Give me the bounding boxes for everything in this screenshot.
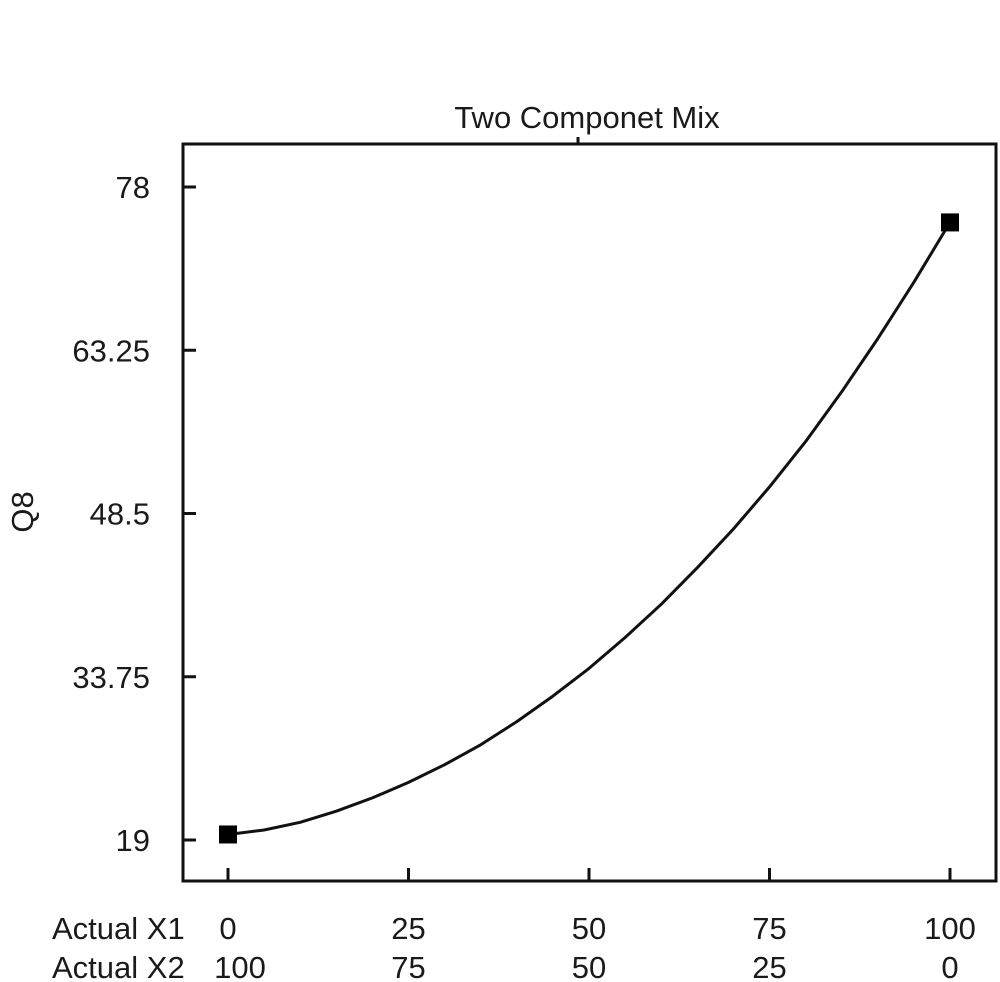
x2-tick-label: 75	[391, 950, 425, 982]
y-tick-label: 48.5	[90, 497, 150, 532]
x2-tick-label: 0	[941, 950, 958, 982]
y-tick-label: 19	[116, 823, 150, 858]
x1-tick-label: 50	[572, 911, 606, 946]
x2-tick-label: 25	[752, 950, 786, 982]
series-layer	[227, 221, 952, 836]
x1-tick-label: 25	[391, 911, 425, 946]
x1-axis-label: Actual X1	[52, 911, 185, 946]
y-axis-label: Q8	[5, 491, 40, 532]
plot-frame	[181, 142, 998, 883]
x2-tick-label: 50	[572, 950, 606, 982]
y-tick-label: 33.75	[72, 660, 150, 695]
design-points	[219, 213, 959, 844]
x1-tick-label: 75	[752, 911, 786, 946]
x2-axis-label: Actual X2	[52, 950, 185, 982]
x1-tick-label: 0	[219, 911, 236, 946]
y-tick-label: 63.25	[72, 333, 150, 368]
x1-tick-label: 100	[924, 911, 976, 946]
design-point-marker	[219, 825, 237, 844]
series-line	[227, 221, 952, 836]
y-tick-label: 78	[116, 170, 150, 205]
y-ticks: 19 33.75 48.5 63.25 78	[72, 170, 196, 858]
design-point-marker	[941, 213, 959, 232]
x2-tick-label: 100	[214, 950, 266, 982]
x-ticks: 0 25 50 75 100 100 75 50 25 0	[214, 868, 976, 982]
chart-title: Two Componet Mix	[454, 100, 720, 135]
